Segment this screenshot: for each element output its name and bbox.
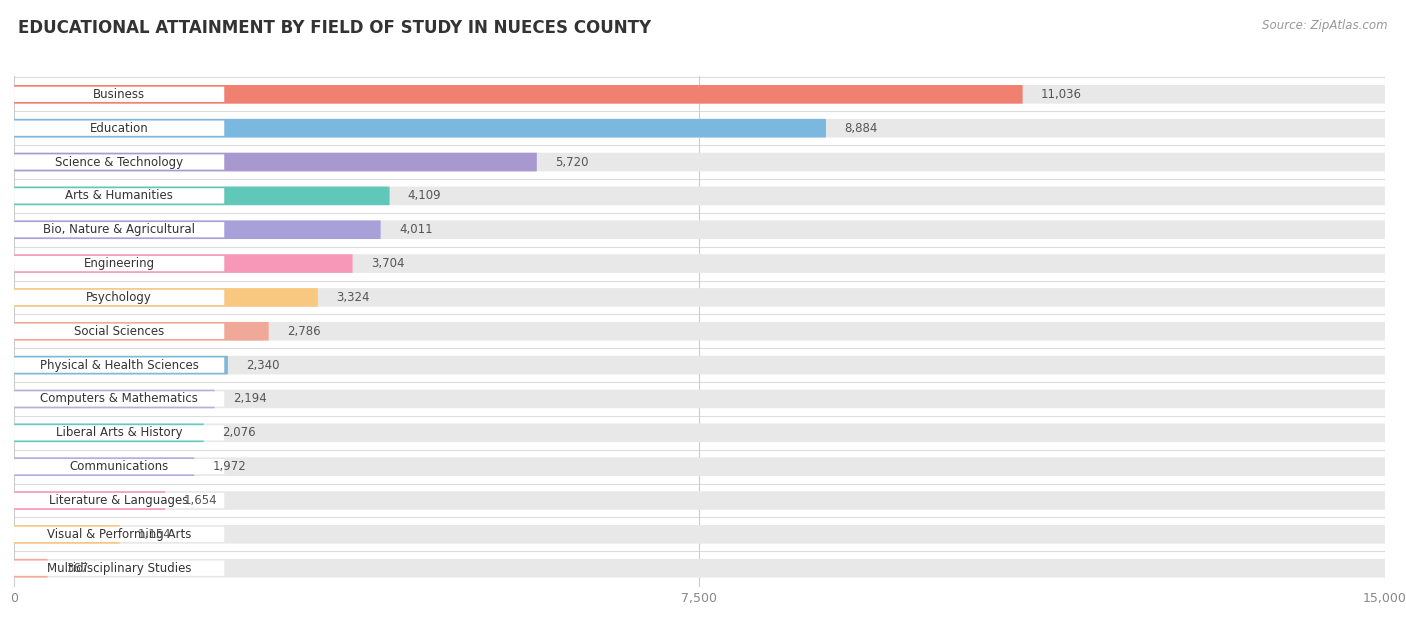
Text: 1,154: 1,154 (138, 528, 172, 541)
FancyBboxPatch shape (14, 85, 1022, 103)
FancyBboxPatch shape (14, 358, 225, 373)
Text: Physical & Health Sciences: Physical & Health Sciences (39, 358, 198, 372)
Text: Business: Business (93, 88, 145, 101)
Text: 5,720: 5,720 (555, 155, 589, 168)
Text: Bio, Nature & Agricultural: Bio, Nature & Agricultural (44, 223, 195, 236)
FancyBboxPatch shape (14, 459, 225, 475)
FancyBboxPatch shape (14, 493, 225, 508)
Text: 1,654: 1,654 (184, 494, 217, 507)
FancyBboxPatch shape (14, 457, 1385, 476)
FancyBboxPatch shape (14, 423, 204, 442)
FancyBboxPatch shape (14, 559, 48, 577)
Text: Education: Education (90, 122, 149, 134)
Text: 4,109: 4,109 (408, 189, 441, 203)
FancyBboxPatch shape (14, 187, 1385, 205)
Text: Literature & Languages: Literature & Languages (49, 494, 188, 507)
Text: Arts & Humanities: Arts & Humanities (65, 189, 173, 203)
FancyBboxPatch shape (14, 356, 1385, 374)
Text: 2,340: 2,340 (246, 358, 280, 372)
Text: Communications: Communications (69, 460, 169, 473)
FancyBboxPatch shape (14, 256, 225, 271)
FancyBboxPatch shape (14, 119, 825, 138)
Text: 11,036: 11,036 (1040, 88, 1083, 101)
FancyBboxPatch shape (14, 288, 1385, 307)
FancyBboxPatch shape (14, 220, 1385, 239)
FancyBboxPatch shape (14, 391, 225, 406)
Text: Engineering: Engineering (83, 257, 155, 270)
Text: 1,972: 1,972 (212, 460, 246, 473)
FancyBboxPatch shape (14, 491, 1385, 510)
Text: Source: ZipAtlas.com: Source: ZipAtlas.com (1263, 19, 1388, 32)
Text: 2,194: 2,194 (233, 392, 267, 406)
FancyBboxPatch shape (14, 525, 1385, 544)
FancyBboxPatch shape (14, 491, 166, 510)
FancyBboxPatch shape (14, 254, 353, 273)
FancyBboxPatch shape (14, 153, 1385, 172)
FancyBboxPatch shape (14, 390, 1385, 408)
Text: 367: 367 (66, 562, 89, 575)
FancyBboxPatch shape (14, 322, 1385, 341)
FancyBboxPatch shape (14, 86, 225, 102)
FancyBboxPatch shape (14, 220, 381, 239)
FancyBboxPatch shape (14, 356, 228, 374)
FancyBboxPatch shape (14, 390, 215, 408)
FancyBboxPatch shape (14, 290, 225, 305)
FancyBboxPatch shape (14, 525, 120, 544)
Text: 3,704: 3,704 (371, 257, 405, 270)
Text: 8,884: 8,884 (844, 122, 877, 134)
FancyBboxPatch shape (14, 560, 225, 576)
FancyBboxPatch shape (14, 423, 1385, 442)
FancyBboxPatch shape (14, 187, 389, 205)
FancyBboxPatch shape (14, 222, 225, 237)
Text: Psychology: Psychology (86, 291, 152, 304)
Text: Social Sciences: Social Sciences (75, 325, 165, 338)
FancyBboxPatch shape (14, 85, 1385, 103)
FancyBboxPatch shape (14, 153, 537, 172)
FancyBboxPatch shape (14, 119, 1385, 138)
FancyBboxPatch shape (14, 288, 318, 307)
FancyBboxPatch shape (14, 425, 225, 440)
Text: EDUCATIONAL ATTAINMENT BY FIELD OF STUDY IN NUECES COUNTY: EDUCATIONAL ATTAINMENT BY FIELD OF STUDY… (18, 19, 651, 37)
FancyBboxPatch shape (14, 324, 225, 339)
FancyBboxPatch shape (14, 322, 269, 341)
FancyBboxPatch shape (14, 121, 225, 136)
Text: Science & Technology: Science & Technology (55, 155, 183, 168)
Text: 2,076: 2,076 (222, 427, 256, 439)
FancyBboxPatch shape (14, 527, 225, 542)
FancyBboxPatch shape (14, 559, 1385, 577)
FancyBboxPatch shape (14, 188, 225, 204)
Text: Computers & Mathematics: Computers & Mathematics (41, 392, 198, 406)
Text: Multidisciplinary Studies: Multidisciplinary Studies (46, 562, 191, 575)
Text: 4,011: 4,011 (399, 223, 433, 236)
FancyBboxPatch shape (14, 254, 1385, 273)
FancyBboxPatch shape (14, 155, 225, 170)
Text: Liberal Arts & History: Liberal Arts & History (56, 427, 183, 439)
Text: 2,786: 2,786 (287, 325, 321, 338)
Text: 3,324: 3,324 (336, 291, 370, 304)
FancyBboxPatch shape (14, 457, 194, 476)
Text: Visual & Performing Arts: Visual & Performing Arts (46, 528, 191, 541)
